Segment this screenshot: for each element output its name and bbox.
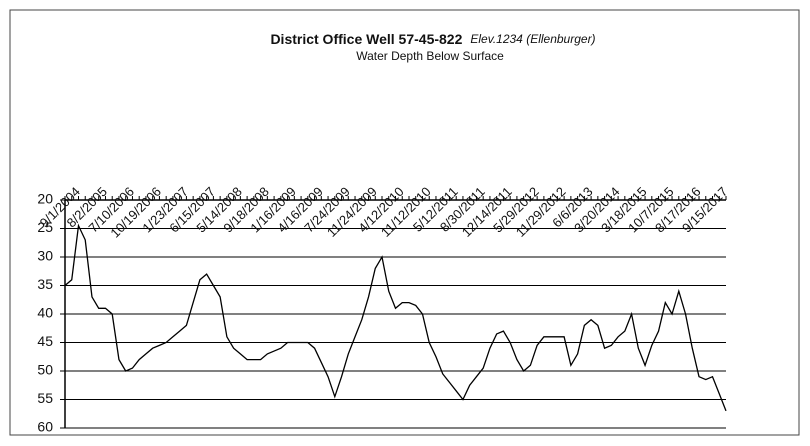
data-line bbox=[64, 223, 727, 412]
annotation: Elev.1234 (Ellenburger) bbox=[470, 32, 595, 46]
y-tick-label: 60 bbox=[37, 419, 53, 435]
y-tick-label: 25 bbox=[37, 219, 53, 235]
title-line: District Office Well 57-45-822 Elev.1234 … bbox=[270, 31, 595, 47]
y-tick-label: 20 bbox=[37, 191, 53, 207]
y-tick-label: 40 bbox=[37, 305, 53, 321]
y-tick-label: 50 bbox=[37, 362, 53, 378]
y-tick-label: 45 bbox=[37, 333, 53, 349]
chart-title: District Office Well 57-45-822 bbox=[270, 31, 462, 47]
y-tick-label: 35 bbox=[37, 276, 53, 292]
chart-subtitle: Water Depth Below Surface bbox=[356, 49, 504, 63]
chart-frame bbox=[9, 9, 800, 436]
y-tick-label: 55 bbox=[37, 390, 53, 406]
y-tick-label: 30 bbox=[37, 248, 53, 264]
